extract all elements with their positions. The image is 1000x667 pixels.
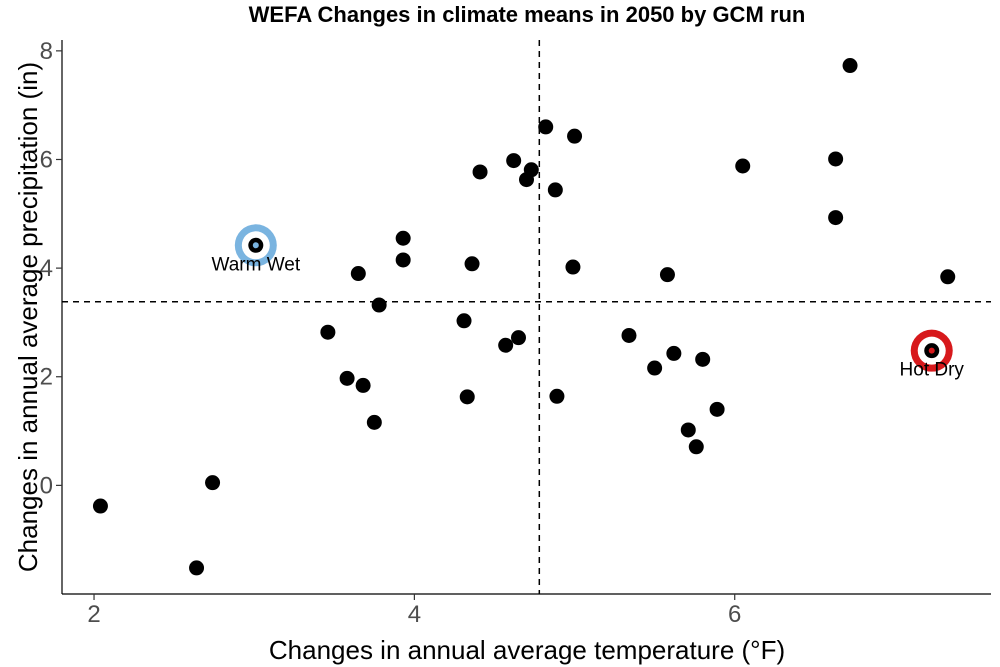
data-point (92, 498, 108, 514)
data-point (523, 162, 539, 178)
data-point (621, 327, 637, 343)
data-point (666, 345, 682, 361)
data-point (549, 388, 565, 404)
data-point (371, 297, 387, 313)
data-point (472, 164, 488, 180)
y-tick-label: 0 (40, 472, 53, 499)
x-tick-label: 6 (728, 601, 741, 628)
data-point (456, 313, 472, 329)
data-point (498, 337, 514, 353)
data-point (680, 422, 696, 438)
highlighted-points: Warm Wet Hot Dry (211, 224, 965, 381)
data-point (350, 266, 366, 282)
x-tick-label: 4 (408, 601, 421, 628)
data-point (735, 158, 751, 174)
data-point (842, 58, 858, 74)
y-axis-title: Changes in annual average precipitation … (13, 62, 43, 572)
y-tick-label: 8 (40, 38, 53, 65)
data-points (92, 58, 956, 576)
y-axis-ticks: 0 2 4 6 8 (40, 38, 62, 499)
data-point (205, 475, 221, 491)
data-point (538, 119, 554, 135)
data-point (506, 153, 522, 169)
data-point (320, 324, 336, 340)
data-point (567, 128, 583, 144)
data-point (547, 182, 563, 198)
warm-wet-highlight-center (252, 242, 259, 249)
hot-dry-highlight-center (928, 347, 935, 354)
data-point (189, 560, 205, 576)
data-point (395, 230, 411, 246)
data-point (659, 267, 675, 283)
data-point (355, 377, 371, 393)
y-tick-label: 4 (40, 255, 53, 282)
data-point (695, 351, 711, 367)
data-point (339, 370, 355, 386)
x-axis-title: Changes in annual average temperature (°… (269, 635, 785, 665)
warm-wet-label: Warm Wet (211, 254, 300, 275)
data-point (464, 256, 480, 272)
data-point (688, 439, 704, 455)
hot-dry-label: Hot Dry (900, 360, 965, 381)
y-tick-label: 6 (40, 146, 53, 173)
reference-lines (62, 40, 991, 594)
y-tick-label: 2 (40, 364, 53, 391)
data-point (459, 389, 475, 405)
data-point (828, 151, 844, 167)
data-point (510, 330, 526, 346)
data-point (709, 401, 725, 417)
data-point (828, 210, 844, 226)
chart-title: WEFA Changes in climate means in 2050 by… (249, 2, 806, 27)
data-point (565, 259, 581, 275)
data-point (940, 269, 956, 285)
data-point (395, 252, 411, 268)
data-point (647, 360, 663, 376)
data-point (366, 414, 382, 430)
x-tick-label: 2 (87, 601, 100, 628)
x-axis-ticks: 2 4 6 (87, 594, 741, 628)
